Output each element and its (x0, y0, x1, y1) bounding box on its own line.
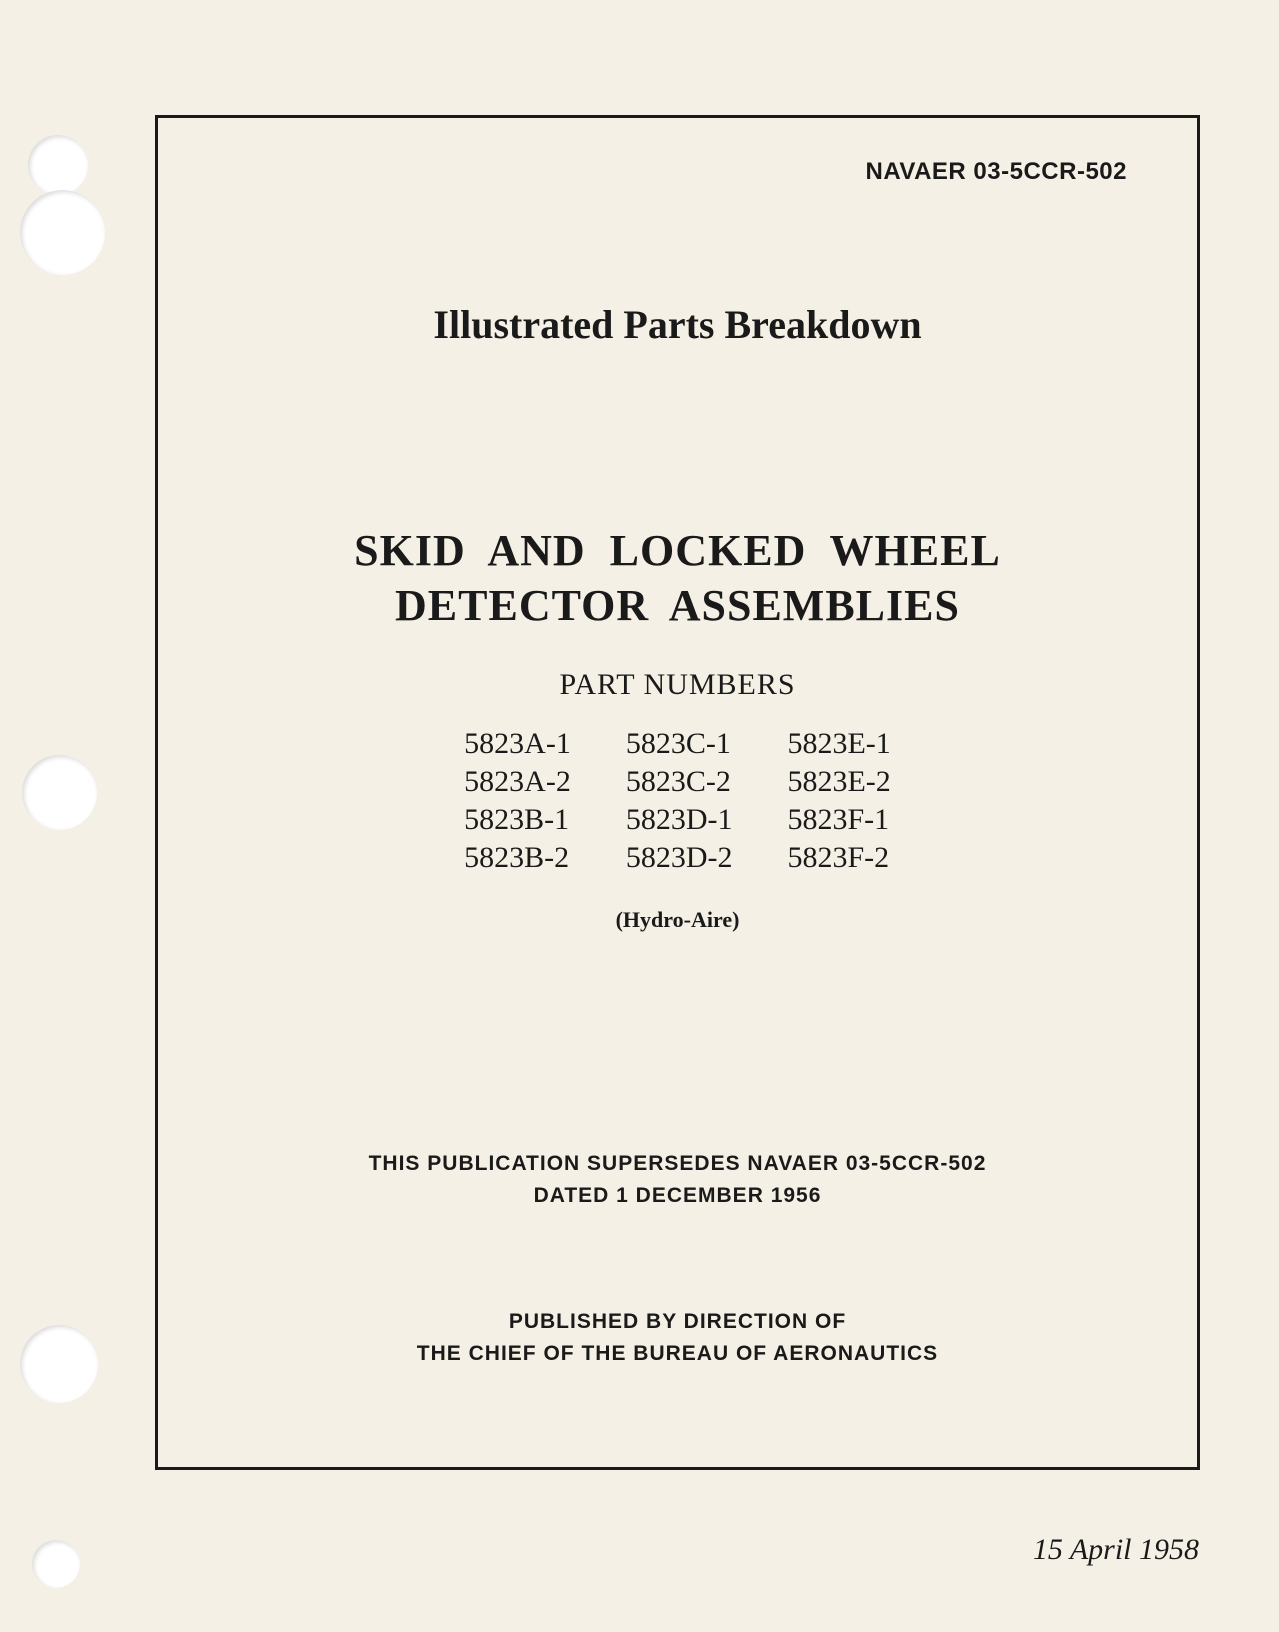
part-number: 5823E-2 (787, 765, 890, 799)
part-number: 5823C-2 (626, 765, 733, 799)
published-line1: PUBLISHED BY DIRECTION OF (208, 1306, 1147, 1338)
published-line2: THE CHIEF OF THE BUREAU OF AERONAUTICS (208, 1338, 1147, 1370)
manufacturer: (Hydro-Aire) (208, 907, 1147, 933)
supersedes-notice: THIS PUBLICATION SUPERSEDES NAVAER 03-5C… (208, 1148, 1147, 1211)
document-number: NAVAER 03-5CCR-502 (208, 158, 1127, 186)
part-number: 5823E-1 (787, 727, 890, 761)
main-title-line1: SKID AND LOCKED WHEEL (208, 523, 1147, 578)
part-number: 5823C-1 (626, 727, 733, 761)
part-number: 5823B-2 (464, 841, 571, 875)
punch-hole (32, 1540, 80, 1588)
content-frame: NAVAER 03-5CCR-502 Illustrated Parts Bre… (155, 115, 1200, 1470)
main-title-line2: DETECTOR ASSEMBLIES (208, 578, 1147, 633)
part-numbers-grid: 5823A-1 5823A-2 5823B-1 5823B-2 5823C-1 … (208, 727, 1147, 875)
part-number: 5823F-2 (787, 841, 890, 875)
supersedes-line2: DATED 1 DECEMBER 1956 (208, 1180, 1147, 1212)
section-title: Illustrated Parts Breakdown (208, 301, 1147, 348)
supersedes-line1: THIS PUBLICATION SUPERSEDES NAVAER 03-5C… (208, 1148, 1147, 1180)
document-page: NAVAER 03-5CCR-502 Illustrated Parts Bre… (0, 0, 1279, 1632)
punch-hole (28, 135, 88, 195)
publication-date: 15 April 1958 (1033, 1533, 1199, 1567)
part-column-2: 5823C-1 5823C-2 5823D-1 5823D-2 (626, 727, 733, 875)
part-numbers-label: PART NUMBERS (208, 668, 1147, 702)
part-number: 5823D-1 (626, 803, 733, 837)
part-number: 5823B-1 (464, 803, 571, 837)
punch-hole (20, 1325, 98, 1403)
punch-hole (20, 190, 105, 275)
part-number: 5823A-2 (464, 765, 571, 799)
punch-hole (22, 755, 97, 830)
part-column-3: 5823E-1 5823E-2 5823F-1 5823F-2 (787, 727, 890, 875)
part-number: 5823A-1 (464, 727, 571, 761)
part-number: 5823F-1 (787, 803, 890, 837)
published-by: PUBLISHED BY DIRECTION OF THE CHIEF OF T… (208, 1306, 1147, 1369)
part-number: 5823D-2 (626, 841, 733, 875)
part-column-1: 5823A-1 5823A-2 5823B-1 5823B-2 (464, 727, 571, 875)
main-title: SKID AND LOCKED WHEEL DETECTOR ASSEMBLIE… (208, 523, 1147, 633)
